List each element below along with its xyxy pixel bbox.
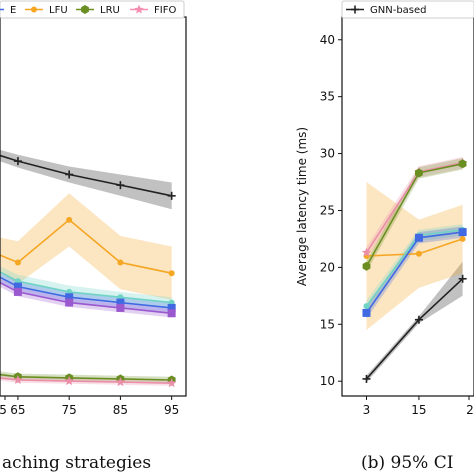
y-tick-label: 10 [320, 374, 335, 388]
data-point-FIFO-4 [166, 378, 177, 388]
data-point-LRU-1 [415, 168, 423, 178]
data-point-black-1 [13, 157, 22, 166]
plot-area [0, 149, 177, 388]
data-point-violet-3 [116, 303, 125, 312]
data-point-blue-3 [116, 298, 125, 307]
data-point-LFU-1 [415, 250, 422, 257]
left-chart-panel: 65 75 85 95 5 E LFU LRU FIFO [0, 0, 187, 417]
data-point-black-4 [167, 191, 176, 200]
data-point-GNN-based-2 [458, 274, 467, 283]
data-point-FIFO-2 [64, 376, 74, 386]
data-point-LRU-2 [458, 159, 467, 169]
data-point-GNN-based-1 [414, 315, 423, 324]
data-point-LFU-1 [14, 259, 21, 266]
data-point-LFU-2 [66, 216, 73, 223]
ci-band-black [0, 149, 172, 210]
legend-label: LRU [100, 5, 120, 16]
data-point-black-3 [116, 181, 125, 190]
data-point-blue-2 [65, 293, 74, 302]
ci-band-LFU [0, 193, 172, 300]
data-point-GNN-based-0 [362, 374, 371, 383]
legend-label: E [10, 5, 16, 16]
data-point-blue-1 [13, 282, 22, 291]
legend-marker [31, 6, 37, 13]
data-point-blue-2 [458, 228, 467, 237]
ci-band-violet [0, 278, 172, 318]
legend-label: GNN-based [370, 5, 427, 16]
legend-label: FIFO [154, 5, 176, 16]
y-tick-label: 20 [320, 260, 335, 274]
x-tick-label: 95 [164, 403, 179, 417]
data-point-cyan-0 [363, 303, 370, 310]
data-point-violet-1 [13, 287, 22, 296]
right-chart-panel: 3 15 2 10 15 20 25 30 35 40 Average latency time (… [295, 0, 474, 417]
y-tick-label: 40 [320, 33, 335, 47]
axes-frame [341, 16, 474, 397]
data-point-blue-4 [167, 303, 176, 312]
x-tick-label: 85 [113, 403, 128, 417]
left-panel-caption: aching strategies [2, 453, 151, 473]
data-point-FIFO-1 [13, 375, 23, 384]
x-tick-label: 65 [10, 403, 25, 417]
x-tick-label: 15 [411, 403, 426, 417]
data-point-FIFO-3 [115, 377, 126, 387]
legend-marker [351, 5, 359, 14]
data-point-blue-0 [362, 308, 371, 317]
ci-band-LFU [366, 182, 463, 330]
data-point-violet-2 [65, 298, 74, 307]
y-tick-label: 25 [320, 203, 335, 217]
data-point-LRU-0 [362, 261, 371, 271]
y-tick-label: 30 [320, 147, 335, 161]
y-tick-label: 15 [320, 317, 335, 331]
x-tick-label: 3 [363, 403, 371, 417]
data-point-pink-0 [361, 247, 372, 257]
x-tick-label-partial: 5 [0, 403, 7, 417]
legend-label: LFU [49, 5, 68, 16]
data-point-LFU-2 [459, 235, 466, 242]
x-tick-label-partial: 2 [466, 403, 474, 417]
right-panel-caption: (b) 95% CI [361, 453, 453, 473]
x-tick-label: 75 [62, 403, 77, 417]
axes-frame [0, 16, 187, 397]
legend-marker [81, 5, 89, 14]
data-point-violet-4 [167, 309, 176, 318]
legend-box [341, 0, 474, 19]
data-point-LFU-4 [168, 270, 175, 277]
y-axis-label: Average latency time (ms) [295, 127, 309, 286]
plot-area [361, 157, 468, 383]
y-tick-label: 35 [320, 90, 335, 104]
data-point-blue-1 [414, 233, 423, 242]
data-point-LFU-3 [117, 259, 124, 266]
data-point-black-2 [65, 170, 74, 179]
legend-marker [134, 4, 144, 14]
